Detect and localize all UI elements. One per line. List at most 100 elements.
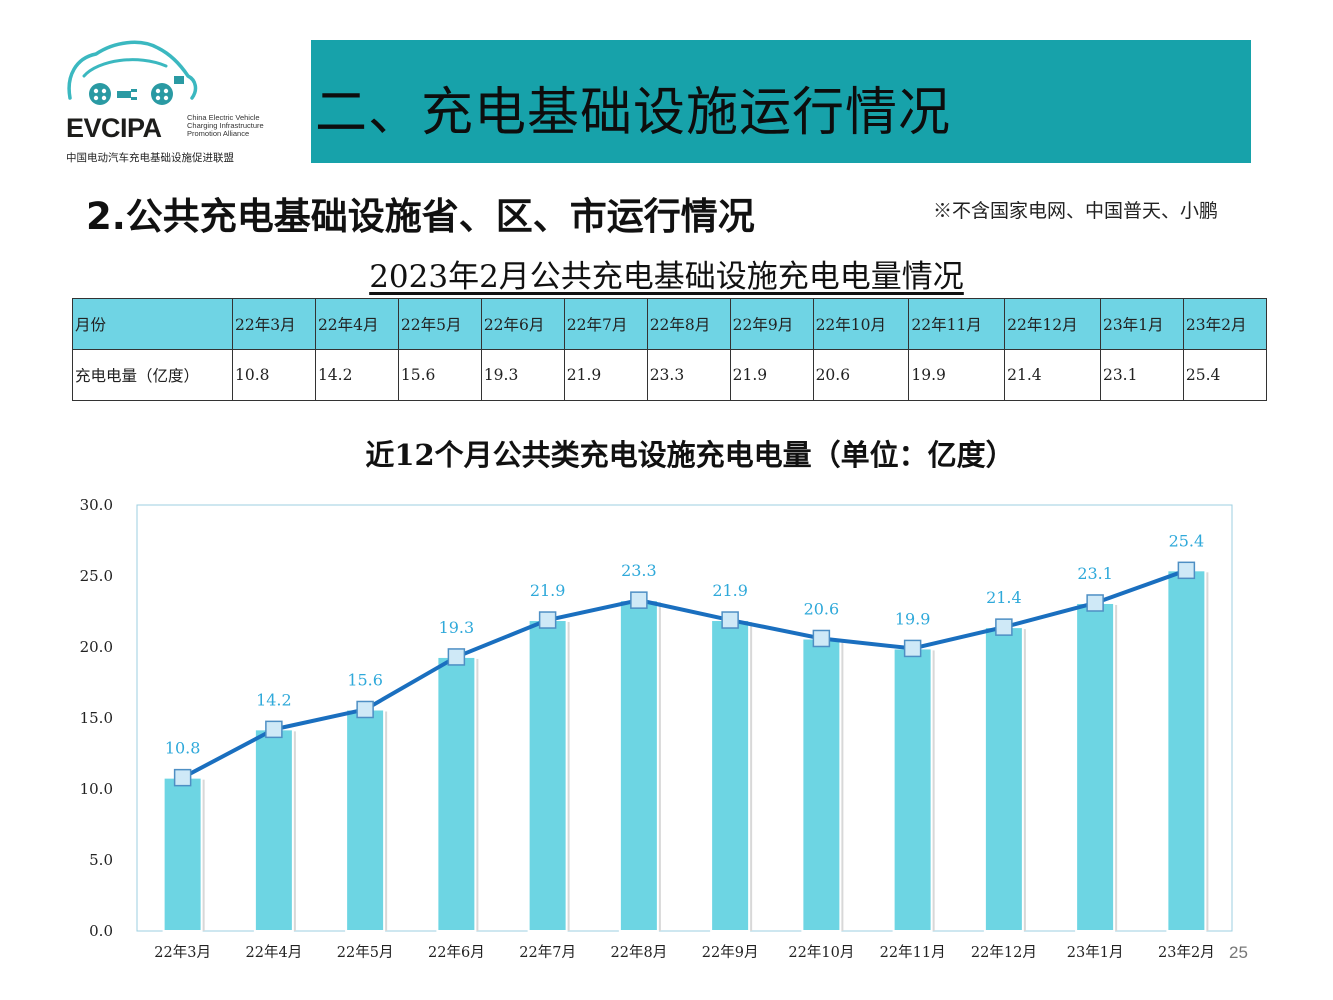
bar [436, 655, 477, 932]
bar-shadow [166, 779, 205, 931]
bar [618, 599, 659, 932]
bar [345, 708, 386, 932]
logo-english-name: China Electric Vehicle Charging Infrastr… [187, 114, 277, 138]
bar-shadow [1079, 604, 1118, 931]
x-tick-label: 22年5月 [337, 944, 394, 961]
table-cell: 23.1 [1099, 349, 1184, 401]
x-tick-label: 22年4月 [246, 944, 303, 961]
bar [527, 619, 568, 933]
bar-shadow [349, 711, 388, 931]
table-header-cell: 22年6月 [480, 298, 565, 350]
bar-shadow [714, 622, 753, 931]
line-marker [1177, 561, 1196, 580]
ev-car-logo-icon [67, 40, 198, 105]
bar-shadow [622, 602, 661, 931]
exclusion-note: ※不含国家电网、中国普天、小鹏 [933, 200, 1219, 222]
data-label: 19.3 [439, 618, 475, 637]
bar-shadow [1170, 572, 1209, 931]
line-marker [903, 639, 922, 658]
plot-area-border [136, 504, 1233, 932]
line-marker [721, 611, 739, 629]
table-title: 2023年2月公共充电基础设施充电电量情况 [0, 251, 1333, 296]
line-marker [173, 768, 192, 787]
table-row: 充电电量（亿度） 10.8 14.2 15.6 19.3 21.9 23.3 2… [72, 349, 1268, 401]
series-line [181, 568, 1188, 780]
data-label: 14.2 [256, 690, 292, 709]
table-header-cell: 23年2月 [1182, 298, 1268, 350]
table-cell: 19.9 [908, 349, 1006, 401]
bar-shadow [805, 640, 844, 931]
chart-title: 近12个月公共类充电设施充电电量（单位：亿度） [365, 438, 1015, 472]
table-header-cell: 22年5月 [397, 298, 482, 350]
data-label: 20.6 [804, 599, 840, 618]
data-label: 23.1 [1077, 564, 1113, 583]
bar [710, 619, 751, 933]
x-tick-label: 22年10月 [788, 944, 854, 961]
bar [162, 776, 203, 933]
table-header-row: 月份 22年3月 22年4月 22年5月 22年6月 22年7月 22年8月 2… [72, 298, 1268, 350]
table-header-cell: 22年12月 [1004, 298, 1101, 350]
logo-english-line: Charging Infrastructure [187, 121, 264, 130]
table-cell: 14.2 [314, 349, 399, 401]
y-tick-label: 15.0 [80, 709, 113, 727]
bar [892, 647, 933, 932]
evcipa-logo: EVCIPA China Electric Vehicle Charging I… [62, 36, 272, 166]
x-tick-label: 22年6月 [428, 944, 485, 961]
data-label: 21.9 [712, 581, 748, 600]
logo-chinese-name: 中国电动汽车充电基础设施促进联盟 [66, 152, 234, 164]
table-header-cell: 22年3月 [232, 298, 316, 350]
table-header-cell: 22年10月 [812, 298, 910, 350]
x-tick-label: 22年12月 [971, 944, 1037, 961]
table-header-cell: 23年1月 [1099, 298, 1184, 350]
table-header-cell: 22年11月 [908, 298, 1006, 350]
x-tick-label: 22年9月 [702, 944, 759, 961]
bar [1166, 569, 1207, 932]
y-tick-label: 25.0 [80, 567, 113, 585]
line-marker [265, 720, 283, 739]
line-marker [356, 700, 374, 719]
x-tick-label: 22年11月 [880, 944, 946, 961]
page-number: 25 [1229, 943, 1248, 962]
table-cell: 10.8 [232, 349, 316, 401]
x-tick-label: 23年1月 [1067, 944, 1124, 961]
bar [253, 728, 294, 932]
section-title: 2.公共充电基础设施省、区、市运行情况 [86, 195, 755, 238]
y-tick-label: 10.0 [80, 780, 113, 798]
x-tick-label: 22年8月 [611, 944, 668, 961]
bar [801, 637, 842, 932]
table-cell: 21.4 [1004, 349, 1101, 401]
header-banner: 二、充电基础设施运行情况 [311, 40, 1251, 163]
line-marker [1086, 594, 1104, 612]
table-cell: 20.6 [812, 349, 910, 401]
table-row-label: 充电电量（亿度） [72, 349, 233, 401]
data-label: 19.9 [895, 609, 931, 628]
table-cell: 21.9 [729, 349, 814, 401]
x-tick-label: 22年7月 [519, 944, 576, 961]
data-label: 15.6 [347, 670, 383, 689]
table-cell: 23.3 [646, 349, 731, 401]
table-cell: 15.6 [397, 349, 482, 401]
page-title: 二、充电基础设施运行情况 [315, 83, 952, 143]
data-table: 月份 22年3月 22年4月 22年5月 22年6月 22年7月 22年8月 2… [72, 298, 1268, 401]
bar-shadow [257, 731, 296, 931]
logo-english-line: Promotion Alliance [187, 129, 250, 138]
table-header-cell: 22年4月 [314, 298, 399, 350]
line-marker [630, 591, 648, 609]
table-cell: 19.3 [480, 349, 565, 401]
data-label: 23.3 [621, 561, 657, 580]
bar-shadow [987, 629, 1026, 931]
line-marker [447, 648, 466, 666]
data-label: 25.4 [1169, 531, 1205, 550]
y-tick-label: 20.0 [80, 638, 113, 656]
table-cell: 21.9 [563, 349, 648, 401]
logo-english-line: China Electric Vehicle [187, 113, 260, 122]
line-marker [538, 611, 557, 629]
bar-shadow [531, 622, 570, 931]
y-tick-label: 30.0 [80, 496, 113, 514]
bar [1075, 601, 1116, 932]
table-header-cell: 22年7月 [563, 298, 648, 350]
line-marker [812, 629, 831, 648]
line-marker [995, 618, 1013, 636]
table-header-cell: 22年9月 [729, 298, 814, 350]
bar-shadow [440, 658, 479, 931]
